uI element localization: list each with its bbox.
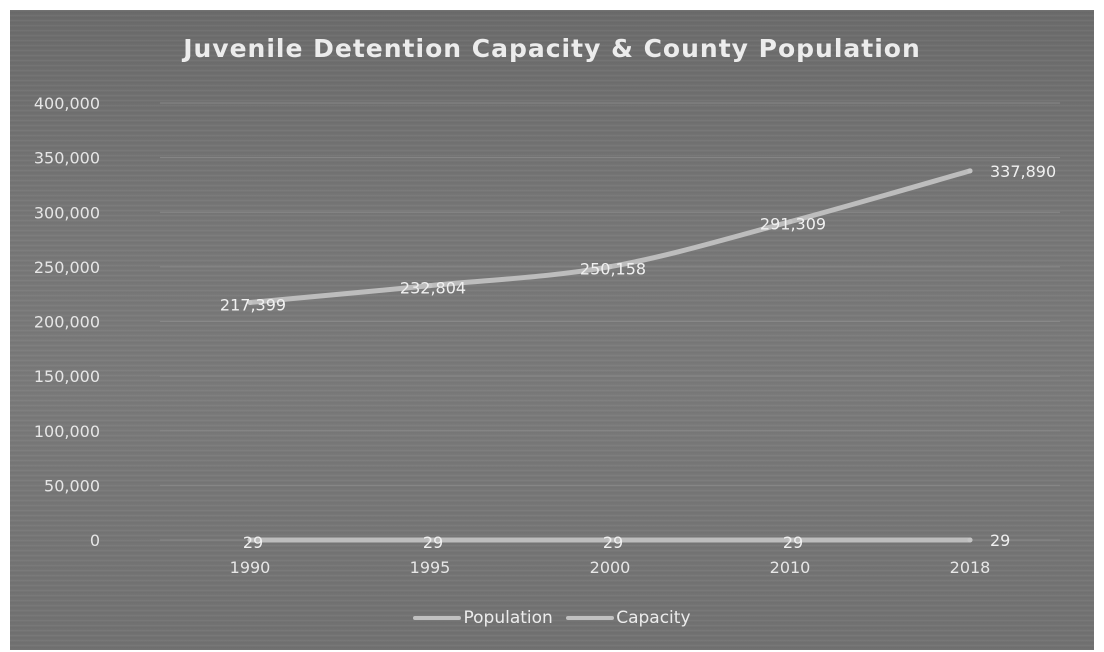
series-lines bbox=[247, 168, 973, 543]
data-point-population bbox=[427, 283, 433, 289]
data-point-population bbox=[247, 299, 253, 305]
gridlines bbox=[160, 102, 1060, 541]
y-tick-label: 0 bbox=[90, 531, 100, 550]
data-label-capacity: 29 bbox=[990, 531, 1010, 550]
data-point-capacity bbox=[427, 537, 433, 543]
y-tick-label: 150,000 bbox=[34, 367, 100, 386]
data-label-population: 291,309 bbox=[760, 215, 826, 234]
series-line-population bbox=[247, 168, 973, 305]
data-label-capacity: 29 bbox=[423, 533, 443, 552]
line-chart: 0 50,000 100,000 150,000 200,000 250,000 300,0… bbox=[34, 94, 1060, 577]
x-tick-label: 1990 bbox=[230, 558, 271, 577]
data-point-population bbox=[607, 264, 613, 270]
x-axis: 1990 1995 2000 2010 2018 bbox=[230, 558, 991, 577]
y-axis: 0 50,000 100,000 150,000 200,000 250,000 300,0… bbox=[34, 94, 100, 550]
chart-panel: Juvenile Detention Capacity & County Pop… bbox=[10, 10, 1094, 650]
legend-item-population: Population bbox=[413, 608, 553, 628]
data-point-population bbox=[787, 219, 793, 225]
data-label-population: 337,890 bbox=[990, 162, 1056, 181]
legend-label-capacity: Capacity bbox=[616, 608, 691, 628]
y-tick-label: 50,000 bbox=[44, 476, 100, 495]
x-tick-label: 1995 bbox=[410, 558, 451, 577]
legend: Population Capacity bbox=[10, 608, 1094, 628]
data-label-population: 217,399 bbox=[220, 295, 286, 314]
data-label-capacity: 29 bbox=[243, 533, 263, 552]
data-labels: 217,399 232,804 250,158 291,309 337,890 29 29 2… bbox=[220, 162, 1056, 552]
x-tick-label: 2000 bbox=[590, 558, 631, 577]
y-tick-label: 350,000 bbox=[34, 149, 100, 168]
x-tick-label: 2010 bbox=[770, 558, 811, 577]
data-point-capacity bbox=[967, 537, 973, 543]
data-label-population: 232,804 bbox=[400, 279, 466, 298]
data-point-capacity bbox=[787, 537, 793, 543]
data-label-population: 250,158 bbox=[580, 260, 646, 279]
legend-item-capacity: Capacity bbox=[566, 608, 691, 628]
y-tick-label: 100,000 bbox=[34, 422, 100, 441]
legend-swatch-population bbox=[413, 616, 462, 620]
data-label-capacity: 29 bbox=[603, 533, 623, 552]
x-tick-label: 2018 bbox=[950, 558, 991, 577]
legend-label-population: Population bbox=[463, 608, 553, 628]
y-tick-label: 300,000 bbox=[34, 203, 100, 222]
data-point-population bbox=[967, 168, 973, 174]
y-tick-label: 200,000 bbox=[34, 313, 100, 332]
data-point-capacity bbox=[607, 537, 613, 543]
chart-title: Juvenile Detention Capacity & County Pop… bbox=[183, 34, 921, 63]
data-label-capacity: 29 bbox=[783, 533, 803, 552]
data-point-capacity bbox=[247, 537, 253, 543]
y-tick-label: 400,000 bbox=[34, 94, 100, 113]
legend-swatch-capacity bbox=[566, 616, 615, 620]
y-tick-label: 250,000 bbox=[34, 258, 100, 277]
